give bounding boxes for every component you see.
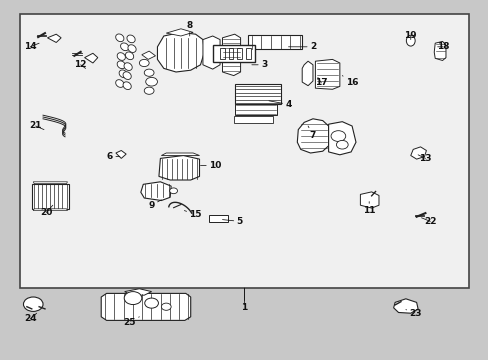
Bar [235, 104, 276, 115]
Bar [246, 48, 250, 59]
Polygon shape [393, 299, 417, 313]
Circle shape [161, 303, 171, 310]
Bar [209, 215, 227, 222]
Bar [233, 116, 272, 123]
Text: 20: 20 [40, 205, 53, 217]
Bar [32, 184, 68, 209]
Polygon shape [159, 156, 199, 180]
Ellipse shape [116, 80, 123, 87]
Ellipse shape [119, 70, 127, 78]
Polygon shape [84, 53, 98, 63]
Polygon shape [433, 41, 445, 60]
Text: 2: 2 [288, 42, 315, 51]
Ellipse shape [121, 43, 128, 51]
Polygon shape [410, 147, 426, 159]
Bar [237, 48, 242, 59]
Polygon shape [161, 153, 199, 156]
Text: 1: 1 [241, 288, 247, 312]
Circle shape [330, 131, 345, 141]
Text: 15: 15 [184, 210, 202, 219]
Text: 18: 18 [436, 42, 448, 51]
Ellipse shape [406, 35, 414, 46]
Bar [20, 14, 468, 288]
Text: 8: 8 [186, 21, 192, 36]
Polygon shape [166, 29, 193, 36]
Text: 25: 25 [123, 317, 139, 327]
Circle shape [144, 87, 154, 94]
Text: 14: 14 [24, 42, 39, 51]
Circle shape [144, 298, 158, 308]
Ellipse shape [123, 82, 131, 90]
Polygon shape [328, 122, 355, 155]
Text: 3: 3 [251, 60, 266, 69]
Text: 21: 21 [29, 122, 44, 130]
Text: 16: 16 [342, 76, 358, 87]
Polygon shape [47, 34, 61, 42]
Text: 7: 7 [307, 126, 316, 139]
Text: 10: 10 [200, 161, 221, 170]
Polygon shape [157, 32, 204, 72]
Bar [235, 84, 281, 104]
Ellipse shape [128, 45, 136, 53]
Polygon shape [315, 59, 339, 89]
Polygon shape [33, 209, 67, 211]
Polygon shape [141, 182, 171, 201]
Bar [228, 48, 232, 59]
Ellipse shape [127, 35, 135, 43]
Ellipse shape [125, 52, 133, 60]
Circle shape [144, 69, 154, 76]
Text: 17: 17 [314, 77, 327, 87]
Circle shape [139, 59, 149, 67]
Circle shape [336, 140, 347, 149]
Ellipse shape [116, 34, 123, 42]
Text: 19: 19 [404, 31, 416, 40]
Bar [212, 45, 254, 62]
Ellipse shape [117, 53, 125, 60]
Text: 11: 11 [362, 202, 375, 215]
Text: 13: 13 [417, 154, 431, 163]
Text: 5: 5 [222, 217, 242, 226]
Circle shape [124, 292, 142, 305]
Text: 9: 9 [148, 200, 161, 210]
Polygon shape [302, 61, 312, 86]
Circle shape [145, 77, 157, 86]
Text: 24: 24 [24, 313, 37, 323]
Polygon shape [124, 289, 151, 295]
Polygon shape [360, 192, 378, 208]
Text: 12: 12 [74, 60, 87, 69]
Text: 23: 23 [405, 309, 421, 318]
Polygon shape [142, 51, 155, 59]
Polygon shape [101, 293, 190, 320]
Polygon shape [116, 150, 126, 158]
Polygon shape [203, 36, 220, 69]
Circle shape [169, 188, 177, 194]
Text: 4: 4 [268, 100, 291, 109]
Text: 22: 22 [421, 217, 436, 226]
Polygon shape [297, 119, 328, 153]
Ellipse shape [124, 63, 132, 71]
Bar [220, 48, 224, 59]
Text: 6: 6 [107, 152, 120, 161]
Ellipse shape [123, 72, 131, 80]
Polygon shape [222, 34, 240, 76]
Polygon shape [33, 182, 67, 184]
Bar [248, 35, 302, 49]
Ellipse shape [117, 61, 125, 69]
Circle shape [23, 297, 43, 311]
